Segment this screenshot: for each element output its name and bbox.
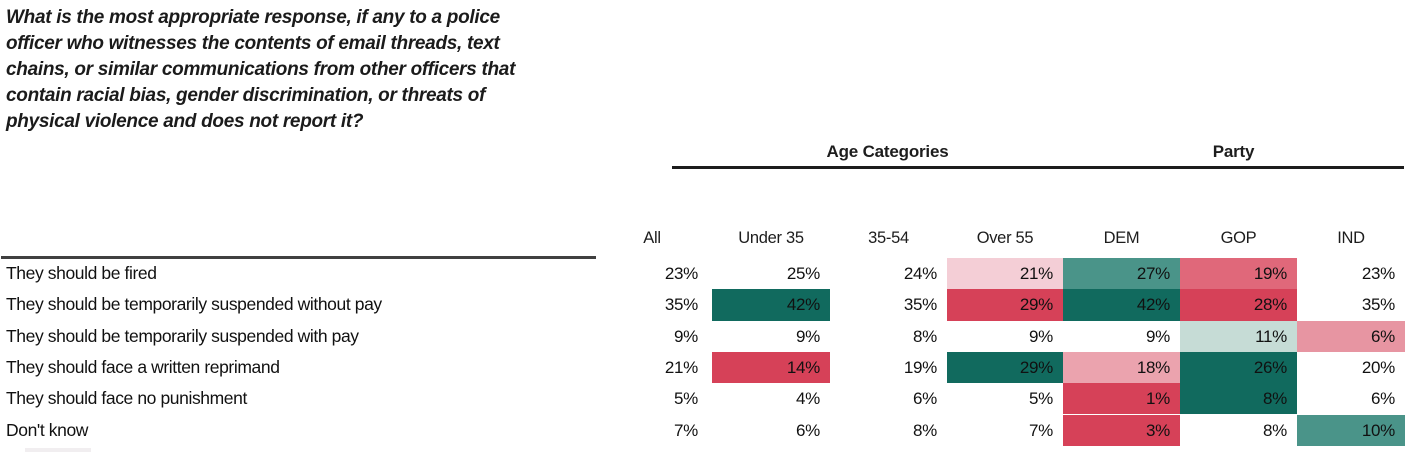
question-line: What is the most appropriate response, i…	[6, 7, 500, 28]
table-cell: 6%	[796, 420, 820, 440]
question-line: contain racial bias, gender discriminati…	[6, 85, 486, 106]
table-cell: 19%	[1180, 258, 1297, 290]
table-cell: 35%	[903, 295, 937, 315]
table-cell: 8%	[1180, 383, 1297, 415]
table-cell: 21%	[664, 357, 698, 377]
row-label-rule	[1, 256, 596, 259]
question-line: chains, or similar communications from o…	[6, 59, 516, 80]
table-cell: 35%	[1361, 295, 1395, 315]
table-cell: 8%	[913, 420, 937, 440]
column-header-over-55: Over 55	[976, 229, 1034, 247]
table-cell: 29%	[947, 289, 1063, 321]
row-label: They should face a written reprimand	[6, 356, 280, 377]
table-cell: 9%	[1146, 326, 1170, 346]
table-cell: 14%	[712, 351, 830, 384]
column-header-ind: IND	[1337, 229, 1365, 247]
table-cell: 18%	[1063, 351, 1180, 384]
question-line: physical violence and does not report it…	[6, 111, 364, 132]
table-cell: 10%	[1297, 414, 1405, 446]
column-header-all: All	[643, 229, 661, 247]
row-label: Don't know	[6, 419, 89, 440]
table-cell: 21%	[947, 258, 1063, 290]
table-cell: 8%	[913, 326, 937, 346]
legend-swatch-partial	[25, 448, 91, 452]
table-cell: 5%	[674, 389, 698, 409]
table-cell: 7%	[1029, 420, 1053, 440]
table-cell: 8%	[1263, 420, 1287, 440]
table-cell: 6%	[913, 389, 937, 409]
group-header-rule	[672, 166, 1404, 169]
table-cell: 5%	[1029, 389, 1053, 409]
table-cell: 6%	[1371, 389, 1395, 409]
table-cell: 7%	[674, 420, 698, 440]
row-label: They should be temporarily suspended wit…	[6, 325, 359, 346]
table-cell: 24%	[903, 264, 937, 283]
table-cell: 42%	[1063, 289, 1180, 321]
table-cell: 9%	[1029, 326, 1053, 346]
table-cell: 19%	[903, 357, 937, 377]
table-cell: 27%	[1063, 258, 1180, 290]
table-cell: 9%	[796, 326, 820, 346]
table-cell: 11%	[1180, 320, 1297, 352]
table-cell: 28%	[1180, 289, 1297, 321]
table-cell: 4%	[796, 389, 820, 409]
table-cell: 29%	[947, 351, 1063, 384]
group-header-party: Party	[1212, 142, 1255, 161]
row-label: They should face no punishment	[6, 388, 247, 409]
table-cell: 3%	[1063, 414, 1180, 446]
table-cell: 23%	[1361, 264, 1395, 283]
table-cell: 42%	[712, 289, 830, 321]
column-header-35-54: 35-54	[868, 229, 909, 247]
table-cell: 25%	[786, 264, 820, 283]
table-cell: 9%	[674, 326, 698, 346]
group-header-age-categories: Age Categories	[826, 142, 949, 161]
table-cell: 23%	[664, 264, 698, 283]
column-header-under-35: Under 35	[738, 229, 804, 247]
table-cell: 26%	[1180, 351, 1297, 384]
table-cell: 20%	[1361, 357, 1395, 377]
table-cell: 35%	[664, 295, 698, 315]
survey-question: What is the most appropriate response, i…	[6, 5, 515, 135]
table-cell: 6%	[1297, 320, 1405, 352]
table-cell: 1%	[1063, 383, 1180, 415]
column-header-dem: DEM	[1103, 229, 1140, 247]
question-line: officer who witnesses the contents of em…	[6, 33, 500, 54]
row-label: They should be temporarily suspended wit…	[6, 294, 382, 315]
column-header-gop: GOP	[1220, 229, 1257, 247]
row-label: They should be fired	[6, 263, 157, 283]
